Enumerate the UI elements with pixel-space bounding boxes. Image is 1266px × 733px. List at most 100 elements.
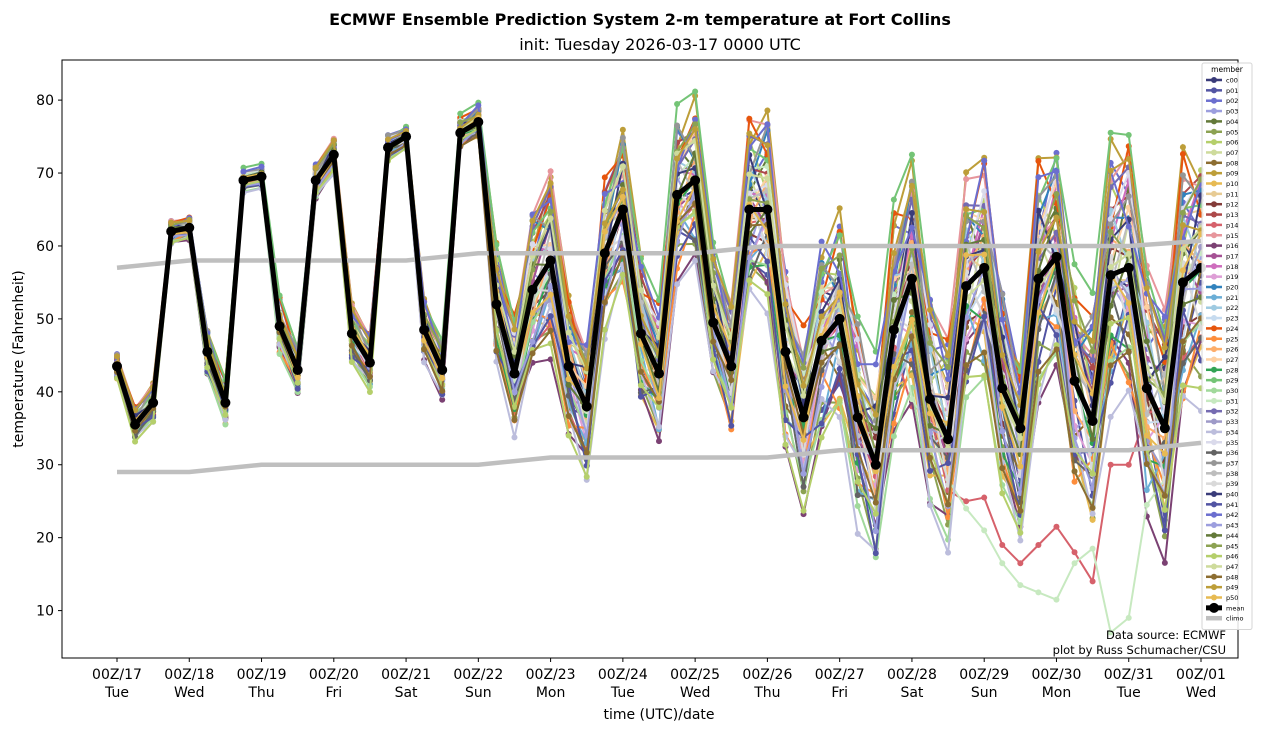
member-point — [908, 182, 915, 189]
member-point — [692, 88, 699, 95]
member-point — [529, 217, 536, 224]
member-point — [601, 228, 608, 235]
x-tick-label: 00Z/20 — [309, 667, 359, 683]
member-point — [1089, 357, 1096, 364]
x-tick-day-label: Sat — [395, 685, 418, 701]
member-point — [854, 321, 861, 328]
member-point — [583, 473, 590, 480]
member-point — [800, 488, 807, 495]
member-point — [1017, 507, 1024, 514]
member-point — [710, 282, 717, 289]
mean-point — [437, 364, 448, 375]
legend-item-p35: p35 — [1206, 439, 1238, 447]
mean-point — [1051, 251, 1062, 262]
legend-marker — [1211, 366, 1217, 373]
member-point — [547, 313, 554, 320]
mean-point — [346, 328, 357, 339]
member-point — [1143, 486, 1150, 493]
legend-marker — [1211, 397, 1217, 404]
mean-point — [762, 204, 773, 215]
member-point — [439, 375, 446, 382]
member-point — [656, 423, 662, 430]
mean-point — [292, 364, 303, 375]
member-point — [746, 277, 753, 284]
legend-label: p11 — [1226, 190, 1238, 198]
member-point — [908, 178, 915, 185]
x-axis: 00Z/17 Tue 00Z/18 Wed 00Z/19 Thu 00Z/20 Fri 00Z/… — [92, 658, 1226, 701]
legend-item-p02: p02 — [1206, 97, 1238, 105]
member-point — [511, 434, 518, 441]
legend-label: p09 — [1226, 170, 1238, 178]
legend-marker — [1211, 511, 1217, 518]
mean-point — [599, 248, 610, 259]
legend-item-p07: p07 — [1206, 149, 1238, 157]
x-tick-label: 00Z/21 — [381, 667, 431, 683]
x-tick-label: 00Z/31 — [1104, 667, 1154, 683]
member-point — [927, 454, 933, 461]
member-point — [1107, 264, 1114, 271]
legend-label: p21 — [1226, 294, 1238, 302]
legend-item-p41: p41 — [1206, 501, 1238, 509]
member-point — [493, 347, 500, 354]
mean-point — [1069, 375, 1080, 386]
member-point — [890, 433, 897, 440]
member-point — [565, 329, 572, 336]
member-point — [1125, 379, 1132, 386]
member-point — [1035, 368, 1042, 375]
mean-point — [130, 419, 141, 430]
mean-point — [545, 255, 556, 266]
member-point — [1125, 155, 1132, 162]
legend-marker — [1211, 408, 1217, 415]
member-point — [963, 252, 970, 259]
legend-label: p38 — [1226, 470, 1238, 478]
x-axis-label: time (UTC)/date — [603, 707, 714, 723]
member-point — [186, 217, 193, 224]
x-tick-label: 00Z/28 — [887, 667, 937, 683]
member-point — [511, 389, 518, 396]
member-point — [836, 232, 843, 239]
mean-point — [256, 171, 267, 182]
member-point — [1053, 342, 1060, 349]
member-point — [1017, 463, 1024, 470]
legend-marker — [1211, 149, 1217, 156]
member-point — [1179, 246, 1186, 253]
x-tick-day-label: Sun — [971, 685, 998, 701]
mean-point — [1177, 277, 1188, 288]
member-point — [1053, 324, 1060, 331]
legend-item-p27: p27 — [1206, 356, 1238, 364]
member-point — [1125, 193, 1132, 200]
member-point — [1143, 432, 1150, 439]
member-point — [601, 190, 608, 197]
member-point — [872, 499, 879, 506]
member-point — [1089, 337, 1096, 344]
annotation-credit: plot by Russ Schumacher/CSU — [1053, 643, 1226, 657]
x-tick-day-label: Wed — [1186, 685, 1217, 701]
mean-point — [617, 204, 628, 215]
member-point — [1053, 523, 1060, 530]
mean-point — [979, 262, 990, 273]
member-point — [1035, 589, 1042, 596]
x-tick-label: 00Z/30 — [1031, 667, 1081, 683]
legend-marker — [1211, 428, 1217, 435]
member-point — [385, 136, 391, 143]
member-point — [800, 382, 807, 389]
x-tick-day-label: Mon — [1042, 685, 1072, 701]
member-point — [1053, 149, 1060, 156]
member-point — [258, 163, 265, 170]
legend-item-p45: p45 — [1206, 542, 1238, 550]
y-tick-label: 20 — [36, 531, 54, 547]
member-point — [421, 359, 428, 366]
member-point — [674, 155, 681, 162]
member-point — [1053, 306, 1060, 313]
member-point — [818, 238, 825, 245]
member-point — [981, 349, 988, 356]
member-point — [1179, 338, 1186, 345]
mean-point — [274, 321, 285, 332]
legend-item-p11: p11 — [1206, 190, 1238, 198]
member-point — [764, 142, 771, 149]
member-point — [999, 316, 1006, 323]
legend-item-p04: p04 — [1206, 118, 1238, 126]
legend-item-p43: p43 — [1206, 522, 1238, 530]
legend-label: p42 — [1226, 511, 1238, 519]
